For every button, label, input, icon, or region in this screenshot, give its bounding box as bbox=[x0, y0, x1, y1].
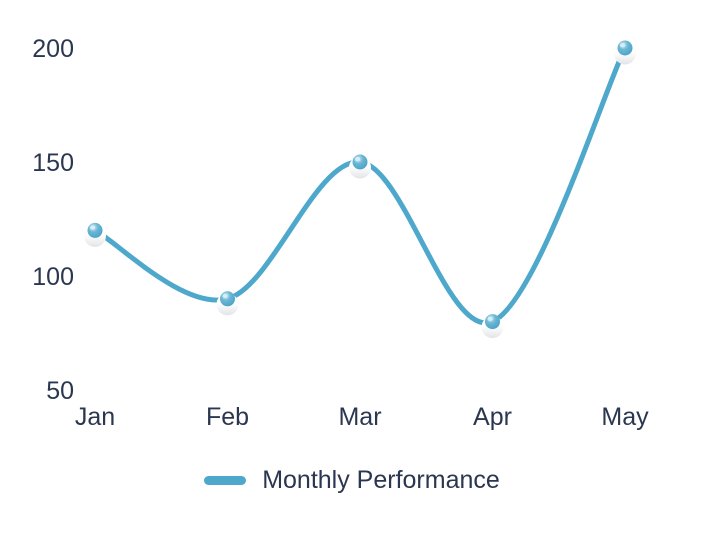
marker-ball bbox=[617, 40, 633, 56]
marker-highlight bbox=[487, 316, 493, 321]
x-axis-label: May bbox=[601, 403, 649, 431]
data-point-marker[interactable] bbox=[349, 154, 371, 179]
line-chart-canvas: 50 100 150 200 Jan Feb Mar Apr May bbox=[32, 35, 649, 431]
data-point-marker[interactable] bbox=[84, 222, 106, 247]
legend-line-swatch bbox=[204, 475, 247, 485]
marker-ball bbox=[485, 314, 500, 330]
series-line bbox=[92, 45, 628, 326]
x-axis-label: Mar bbox=[338, 403, 381, 431]
x-axis-label: Jan bbox=[75, 403, 115, 431]
marker-highlight bbox=[222, 293, 228, 299]
marker-highlight bbox=[355, 157, 361, 162]
data-point-marker[interactable] bbox=[216, 291, 239, 316]
y-axis-tick-label: 50 bbox=[46, 377, 74, 405]
x-axis-label: Apr bbox=[473, 403, 512, 431]
marker-highlight bbox=[620, 43, 626, 48]
legend-label: Monthly Performance bbox=[262, 466, 500, 494]
marker-ball bbox=[220, 291, 235, 307]
marker-highlight bbox=[90, 225, 96, 230]
data-point-marker[interactable] bbox=[614, 40, 636, 65]
marker-ball bbox=[352, 154, 368, 170]
x-axis-label: Feb bbox=[206, 403, 249, 431]
y-axis-tick-label: 200 bbox=[32, 35, 74, 63]
marker-ball bbox=[87, 222, 103, 238]
y-axis-tick-label: 100 bbox=[32, 263, 74, 291]
data-point-marker[interactable] bbox=[481, 314, 504, 339]
y-axis-tick-label: 150 bbox=[32, 149, 74, 177]
chart-legend[interactable]: Monthly Performance bbox=[0, 465, 704, 495]
